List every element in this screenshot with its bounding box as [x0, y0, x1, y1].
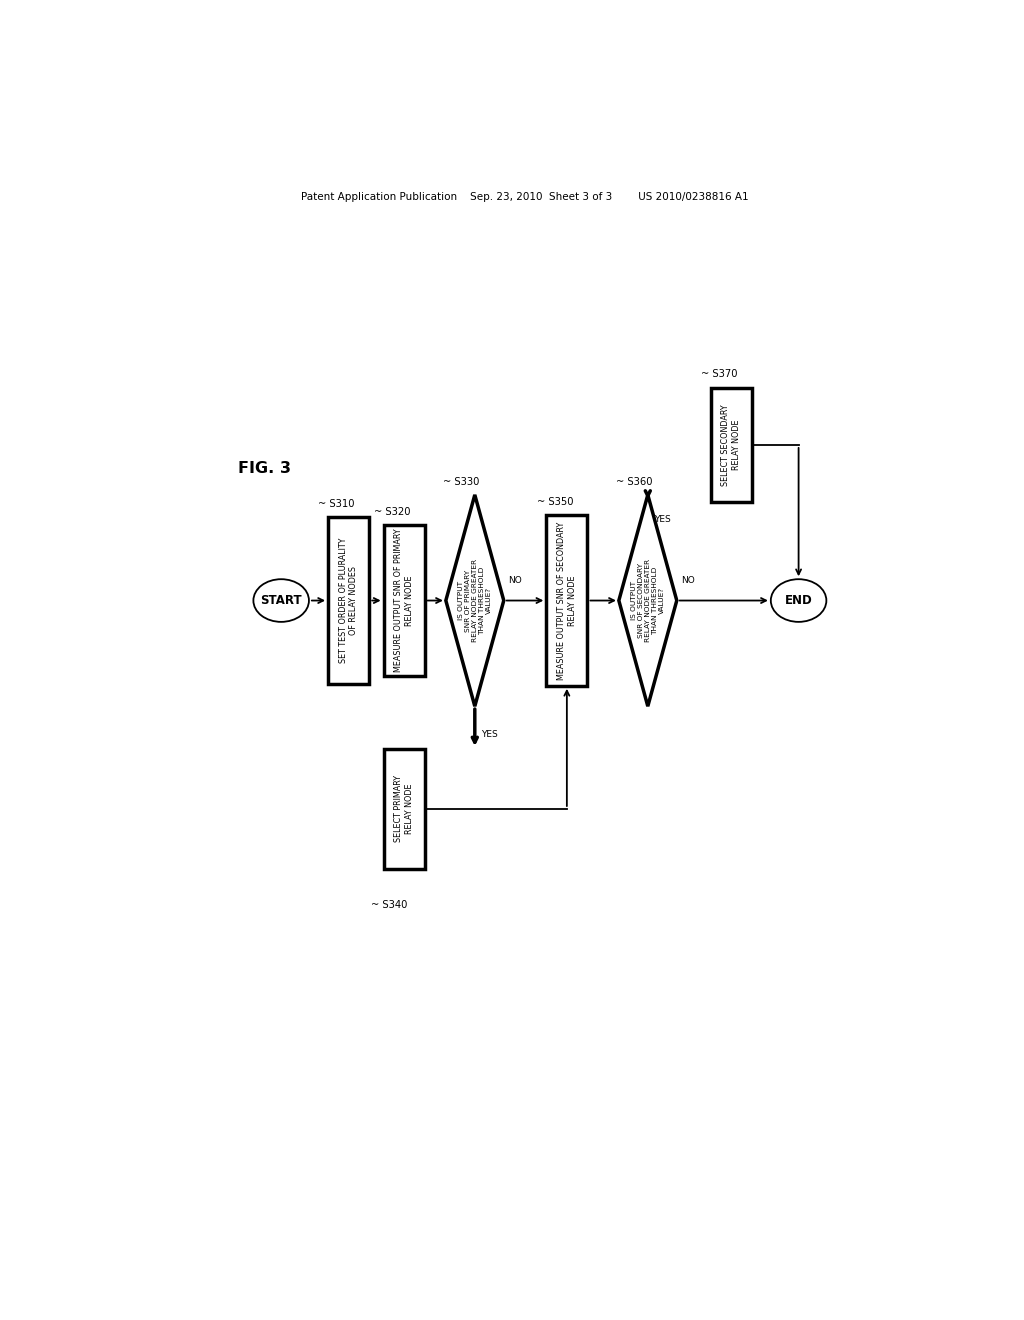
Ellipse shape — [253, 579, 309, 622]
Text: ~ S310: ~ S310 — [318, 499, 355, 508]
Text: SELECT PRIMARY
RELAY NODE: SELECT PRIMARY RELAY NODE — [394, 775, 414, 842]
Text: ~ S330: ~ S330 — [442, 477, 479, 487]
Text: MEASURE OUTPUT SNR OF PRIMARY
RELAY NODE: MEASURE OUTPUT SNR OF PRIMARY RELAY NODE — [394, 529, 414, 672]
Text: NO: NO — [508, 577, 521, 585]
Text: ~ S340: ~ S340 — [371, 899, 408, 909]
Text: ~ S320: ~ S320 — [374, 507, 411, 517]
Text: ~ S360: ~ S360 — [615, 477, 652, 487]
Text: SET TEST ORDER OF PLURALITY
OF RELAY NODES: SET TEST ORDER OF PLURALITY OF RELAY NOD… — [339, 537, 358, 663]
FancyBboxPatch shape — [384, 748, 425, 869]
Text: Patent Application Publication    Sep. 23, 2010  Sheet 3 of 3        US 2010/023: Patent Application Publication Sep. 23, … — [301, 191, 749, 202]
Text: IS OUTPUT
SNR OF PRIMARY
RELAY NODE GREATER
THAN THRESHOLD
VALUE?: IS OUTPUT SNR OF PRIMARY RELAY NODE GREA… — [458, 558, 492, 642]
FancyBboxPatch shape — [384, 525, 425, 676]
FancyBboxPatch shape — [328, 516, 370, 684]
Text: START: START — [260, 594, 302, 607]
Polygon shape — [445, 495, 504, 706]
FancyBboxPatch shape — [711, 388, 752, 503]
Ellipse shape — [771, 579, 826, 622]
Text: ~ S370: ~ S370 — [701, 370, 737, 379]
Text: IS OUTPUT
SNR OF SECONDARY
RELAY NODE GREATER
THAN THRESHOLD
VALUE?: IS OUTPUT SNR OF SECONDARY RELAY NODE GR… — [631, 558, 665, 642]
Polygon shape — [618, 495, 677, 706]
Text: NO: NO — [681, 577, 694, 585]
Text: YES: YES — [481, 730, 498, 739]
Text: YES: YES — [654, 515, 671, 524]
Text: MEASURE OUTPUT SNR OF SECONDARY
RELAY NODE: MEASURE OUTPUT SNR OF SECONDARY RELAY NO… — [557, 521, 577, 680]
Text: END: END — [784, 594, 812, 607]
Text: FIG. 3: FIG. 3 — [238, 461, 291, 477]
Text: SELECT SECONDARY
RELAY NODE: SELECT SECONDARY RELAY NODE — [722, 404, 740, 486]
Text: ~ S350: ~ S350 — [537, 498, 573, 507]
FancyBboxPatch shape — [546, 515, 588, 686]
